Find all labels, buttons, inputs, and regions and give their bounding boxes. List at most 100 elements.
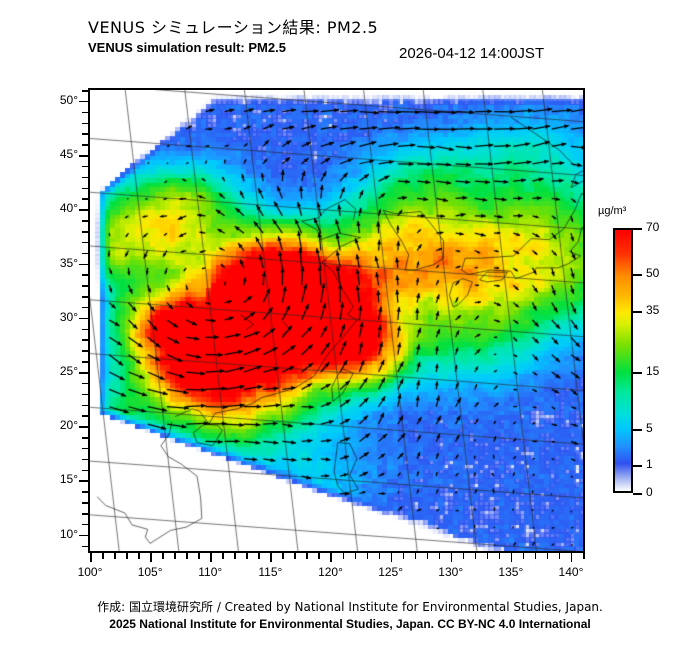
x-tick-minor xyxy=(546,553,549,559)
y-tick-major xyxy=(79,372,88,374)
title-japanese: VENUS シミュレーション結果: PM2.5 xyxy=(88,18,379,37)
x-tick-minor xyxy=(378,553,381,559)
y-tick-minor xyxy=(82,361,88,363)
credit-caption: 作成: 国立環境研究所 / Created by National Instit… xyxy=(97,600,603,614)
y-tick-minor xyxy=(82,545,88,548)
y-tick-label: 35° xyxy=(59,255,78,270)
x-tick-minor xyxy=(426,553,429,559)
y-tick-minor xyxy=(82,285,88,287)
colorbar-tick xyxy=(633,429,642,431)
y-tick-minor xyxy=(82,187,88,190)
colorbar-tick xyxy=(633,274,642,276)
colorbar-tick xyxy=(633,372,642,374)
x-tick-minor xyxy=(438,553,441,559)
license-caption: 2025 National Institute for Environmenta… xyxy=(109,617,591,631)
x-tick-minor xyxy=(462,553,465,559)
x-tick-minor xyxy=(258,553,260,559)
x-tick-minor xyxy=(138,553,140,559)
pm25-heatmap-canvas xyxy=(90,90,583,551)
y-tick-major xyxy=(79,480,88,482)
x-tick-minor xyxy=(583,553,585,559)
colorbar-tick-label: 50 xyxy=(646,266,660,281)
y-tick-major xyxy=(79,317,88,320)
x-tick-major xyxy=(570,553,573,562)
y-tick-label: 25° xyxy=(59,364,78,379)
y-tick-label: 10° xyxy=(59,526,78,541)
colorbar-tick xyxy=(633,493,642,495)
x-tick-minor xyxy=(174,553,176,559)
x-tick-minor xyxy=(318,553,320,559)
colorbar-tick-label: 70 xyxy=(646,220,660,234)
x-tick-minor xyxy=(198,553,200,559)
x-tick-minor xyxy=(126,553,128,559)
x-tick-major xyxy=(450,553,453,562)
y-tick-minor xyxy=(82,231,88,233)
y-tick-minor xyxy=(82,393,88,396)
x-tick-minor xyxy=(306,553,308,559)
y-tick-label: 15° xyxy=(59,472,78,487)
y-tick-minor xyxy=(82,415,88,417)
y-tick-minor xyxy=(82,90,88,92)
y-tick-minor xyxy=(82,220,88,222)
y-tick-major xyxy=(79,426,88,428)
y-tick-major xyxy=(79,534,88,537)
y-tick-minor xyxy=(82,469,88,472)
x-tick-label: 125° xyxy=(378,565,404,579)
y-tick-major xyxy=(79,209,88,211)
y-tick-minor xyxy=(82,382,88,385)
x-tick-minor xyxy=(102,553,104,559)
map-plot-area xyxy=(88,88,585,553)
y-tick-minor xyxy=(82,133,88,135)
y-tick-label: 50° xyxy=(59,92,78,107)
x-tick-minor xyxy=(522,553,525,559)
x-tick-label: 100° xyxy=(77,565,103,579)
x-tick-minor xyxy=(354,553,357,559)
x-tick-minor xyxy=(186,553,188,559)
title-english: VENUS simulation result: PM2.5 xyxy=(88,40,286,55)
x-tick-label: 135° xyxy=(498,565,524,579)
x-tick-major xyxy=(510,553,513,562)
x-tick-minor xyxy=(282,553,284,559)
x-tick-minor xyxy=(294,553,296,559)
x-tick-minor xyxy=(402,553,405,559)
y-tick-minor xyxy=(82,458,88,461)
y-tick-minor xyxy=(82,491,88,493)
y-tick-minor xyxy=(82,111,88,114)
x-tick-minor xyxy=(534,553,537,559)
y-tick-major xyxy=(79,263,88,266)
colorbar-tick-label: 0 xyxy=(646,485,653,499)
y-tick-label: 45° xyxy=(59,147,78,162)
x-tick-minor xyxy=(414,553,417,559)
x-tick-major xyxy=(390,553,393,562)
x-tick-major xyxy=(210,553,212,562)
x-tick-major xyxy=(330,553,332,562)
y-tick-minor xyxy=(82,437,88,439)
y-tick-minor xyxy=(82,274,88,276)
x-tick-minor xyxy=(246,553,248,559)
colorbar-tick-label: 15 xyxy=(646,364,660,379)
x-tick-minor xyxy=(486,553,489,559)
colorbar-tick xyxy=(633,465,642,467)
y-tick-minor xyxy=(82,350,88,352)
x-tick-minor xyxy=(222,553,224,559)
x-tick-major xyxy=(270,553,272,562)
y-tick-minor xyxy=(82,523,88,526)
y-tick-major xyxy=(79,155,88,157)
y-tick-label: 20° xyxy=(59,418,78,433)
y-tick-minor xyxy=(82,198,88,200)
y-tick-minor xyxy=(82,165,88,168)
y-tick-minor xyxy=(82,252,88,255)
y-tick-minor xyxy=(82,502,88,504)
colorbar-tick xyxy=(633,311,642,313)
y-tick-minor xyxy=(82,144,88,146)
colorbar-tick-label: 1 xyxy=(646,457,653,472)
x-tick-minor xyxy=(474,553,477,559)
y-tick-minor xyxy=(82,404,88,407)
timestamp-label: 2026-04-12 14:00JST xyxy=(399,45,545,62)
x-tick-label: 110° xyxy=(198,565,223,579)
y-tick-minor xyxy=(82,296,88,298)
x-tick-minor xyxy=(234,553,236,559)
colorbar-tick-label: 35 xyxy=(646,303,660,318)
x-tick-minor xyxy=(342,553,344,559)
